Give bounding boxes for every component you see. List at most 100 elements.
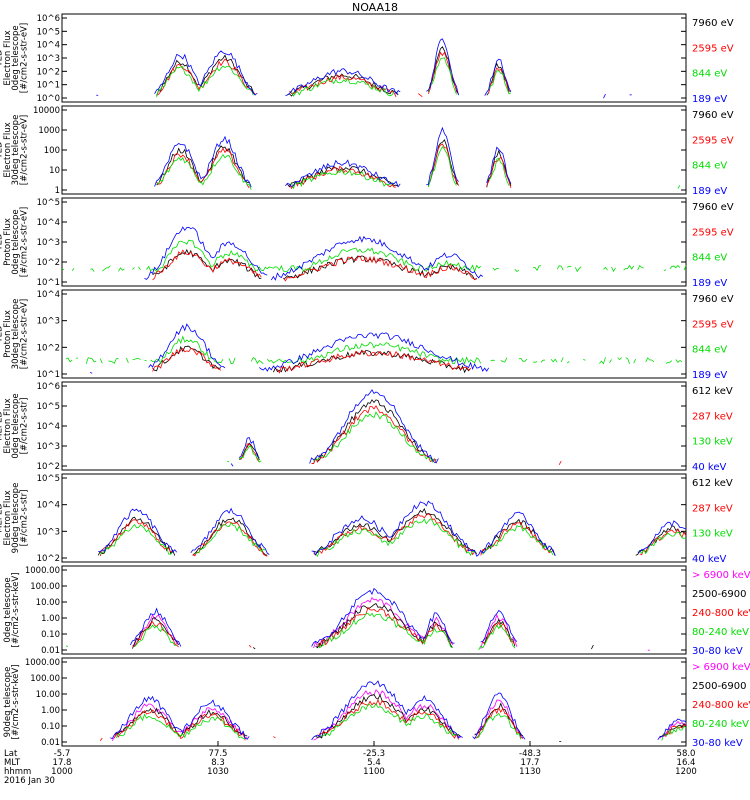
series-trace bbox=[99, 518, 687, 558]
x-tick-mlt: 16.4 bbox=[677, 758, 696, 768]
y-axis-label-line: TED bbox=[0, 49, 4, 68]
series-trace bbox=[157, 58, 674, 98]
y-tick-label: 10^4 bbox=[37, 422, 60, 432]
series-trace bbox=[99, 698, 687, 741]
x-tick-lat: -48.3 bbox=[519, 749, 541, 759]
legend-entry: 287 keV bbox=[692, 411, 733, 422]
y-axis-label: TEDProton Flux30deg telescope[#/cm2-s-st… bbox=[0, 299, 30, 370]
y-tick-label: 100.00 bbox=[30, 674, 60, 684]
y-tick-label: 0.01 bbox=[41, 738, 60, 748]
y-tick-label: 100 bbox=[44, 146, 60, 156]
series-trace bbox=[157, 47, 680, 98]
series-trace bbox=[111, 689, 687, 742]
y-tick-label: 10^4 bbox=[37, 41, 60, 51]
series-trace bbox=[90, 324, 627, 373]
y-axis-label: TEDProton Flux0deg telescope[#/cm2-s-str… bbox=[0, 207, 30, 277]
x-date-label: 2016 Jan 30 bbox=[4, 776, 55, 786]
y-axis-label-line: MEPED bbox=[0, 503, 4, 533]
y-axis-label: TEDElectron Flux0deg telescope[#/cm2-s-s… bbox=[0, 23, 30, 93]
y-axis-label-line: 90deg telescope bbox=[3, 667, 13, 738]
y-axis-label-line: [#/cm2-s-str-eV] bbox=[20, 299, 30, 369]
series-trace bbox=[99, 513, 687, 557]
y-tick-label: 10^1 bbox=[37, 370, 60, 380]
y-tick-label: 0.10 bbox=[41, 722, 60, 732]
x-tick-mlt: 17.7 bbox=[521, 758, 540, 768]
legend-entry: 844 eV bbox=[692, 253, 727, 264]
panel-7: 0.01 0.10 1.00 10.00 100.00 1000.00 0deg teles… bbox=[3, 565, 750, 657]
x-tick-lat: -5.7 bbox=[54, 749, 71, 759]
y-axis-label-line: [#/cm2-s-str-keV] bbox=[11, 573, 21, 648]
legend-entry: 240-800 keV bbox=[692, 700, 750, 711]
y-axis-label-line: 0deg telescope bbox=[11, 25, 21, 90]
legend-entry: 612 keV bbox=[692, 478, 733, 489]
y-axis-label: MEPEDElectron Flux0deg telescope[#/cm2-s… bbox=[0, 393, 30, 458]
y-axis-label-line: [#/cm2-s-str-eV] bbox=[20, 207, 30, 277]
x-tick-hhmm: 1030 bbox=[207, 767, 229, 777]
x-tick-hhmm: 1200 bbox=[675, 767, 697, 777]
legend-entry: 80-240 keV bbox=[692, 719, 749, 730]
y-tick-label: 10^2 bbox=[37, 258, 60, 268]
y-tick-label: 10^5 bbox=[37, 402, 60, 412]
y-axis-label-line: [#/cm2-s-str] bbox=[20, 490, 30, 547]
y-tick-label: 10^2 bbox=[37, 554, 60, 564]
y-axis-label-line: [#/cm2-s-str-keV] bbox=[11, 665, 21, 740]
y-tick-label: 100.00 bbox=[30, 582, 60, 592]
chart-title: NOAA18 bbox=[352, 1, 398, 14]
y-tick-label: 10^5 bbox=[37, 198, 60, 208]
panel-3: 10^1 10^2 10^3 10^4 10^5 TEDProton Flux0deg t… bbox=[0, 197, 734, 289]
legend-entry: 130 keV bbox=[692, 529, 733, 540]
panel-4: 10^1 10^2 10^3 10^4 TEDProton Flux30deg tele… bbox=[0, 289, 734, 381]
legend-entry: 7960 eV bbox=[692, 202, 734, 213]
legend-entry: 30-80 keV bbox=[692, 738, 743, 749]
x-tick-hhmm: 1130 bbox=[519, 767, 541, 777]
y-tick-label: 10^3 bbox=[37, 527, 60, 537]
y-axis-label-line: MEPED bbox=[0, 411, 4, 441]
legend-entry: 130 keV bbox=[692, 437, 733, 448]
panel-8: 0.01 0.10 1.00 10.00 100.00 1000.00 90deg tele… bbox=[3, 657, 750, 749]
y-tick-label: 10^5 bbox=[37, 474, 60, 484]
legend-entry: 189 eV bbox=[692, 94, 727, 105]
legend-entry: > 6900 keV bbox=[692, 570, 750, 581]
x-tick-mlt: 8.3 bbox=[211, 758, 225, 768]
panel-frame bbox=[61, 657, 687, 747]
legend-entry: 2595 eV bbox=[692, 135, 734, 146]
panel-6: 10^2 10^3 10^4 10^5 MEPEDElectron Flux90deg … bbox=[0, 473, 733, 565]
y-axis-label-line: TED bbox=[0, 325, 4, 344]
series-trace bbox=[156, 145, 681, 190]
x-row-label: MLT bbox=[4, 758, 21, 768]
y-tick-label: 10000 bbox=[33, 106, 60, 116]
series-trace bbox=[153, 250, 674, 281]
series-trace bbox=[239, 400, 533, 464]
y-tick-label: 1000.00 bbox=[25, 566, 60, 576]
series-trace bbox=[157, 140, 648, 187]
x-tick-lat: 58.0 bbox=[677, 749, 696, 759]
panel-frame bbox=[61, 381, 687, 471]
y-axis-label-line: Electron Flux bbox=[3, 122, 13, 177]
panel-frame bbox=[61, 473, 687, 563]
legend-entry: 40 keV bbox=[692, 462, 726, 473]
series-trace bbox=[110, 680, 687, 741]
legend-entry: 2500-6900 bbox=[692, 589, 747, 600]
y-tick-label: 10^2 bbox=[37, 67, 60, 77]
x-tick-lat: -25.3 bbox=[363, 749, 385, 759]
y-axis-label: TEDElectron Flux30deg telescope[#/cm2-s-… bbox=[0, 115, 30, 186]
y-axis-label-line: Proton Flux bbox=[3, 310, 13, 358]
legend-entry: 240-800 keV bbox=[692, 608, 750, 619]
y-tick-label: 1000 bbox=[38, 126, 60, 136]
legend-entry: 7960 eV bbox=[692, 110, 734, 121]
panel-1: 10^0 10^1 10^2 10^3 10^4 10^5 10^6 TEDElectron … bbox=[0, 13, 734, 105]
y-tick-label: 10^3 bbox=[37, 238, 60, 248]
y-tick-label: 10^0 bbox=[37, 94, 60, 104]
legend-entry: 189 eV bbox=[692, 278, 727, 289]
series-trace bbox=[97, 507, 687, 557]
y-tick-label: 10^6 bbox=[37, 382, 60, 392]
y-tick-label: 10^1 bbox=[37, 278, 60, 288]
y-tick-label: 1.00 bbox=[41, 614, 60, 624]
y-tick-label: 10^4 bbox=[37, 290, 60, 300]
y-tick-label: 1000.00 bbox=[25, 658, 60, 668]
y-tick-label: 10^2 bbox=[37, 462, 60, 472]
y-tick-label: 10^3 bbox=[37, 442, 60, 452]
x-row-label: hhmm bbox=[4, 767, 31, 777]
